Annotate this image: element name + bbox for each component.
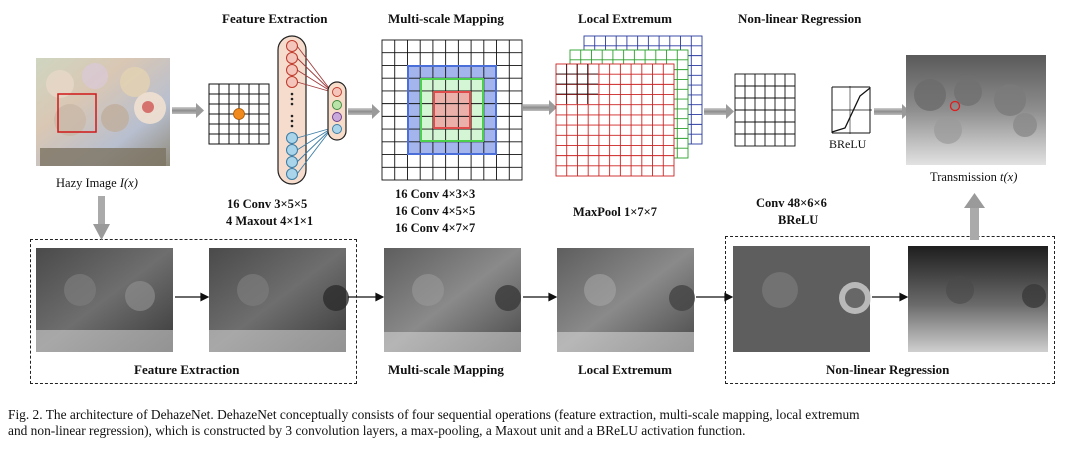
feature-map-5 xyxy=(733,246,871,352)
stage-title-nonlinear-regression: Non-linear Regression xyxy=(738,11,862,26)
bottom-flow-arrows xyxy=(175,292,909,302)
multiscale-mapping-grid xyxy=(381,39,523,181)
feature-map-1 xyxy=(36,248,173,352)
transmission-output-image xyxy=(906,55,1046,165)
arrow-brelu-to-transmission xyxy=(874,104,910,119)
nonlinear-regression-dashed-box xyxy=(725,236,1055,384)
caption-line-1: Fig. 2. The architecture of DehazeNet. D… xyxy=(8,407,860,422)
nonlinear-regression-grid xyxy=(734,73,796,147)
input-label-var: I(x) xyxy=(119,176,138,190)
param-feature-extraction-2: 4 Maxout 4×1×1 xyxy=(226,214,314,228)
bottom-label-multiscale-mapping: Multi-scale Mapping xyxy=(388,362,504,377)
convolution-center-dot xyxy=(233,108,245,120)
input-label: Hazy Image I(x) xyxy=(56,176,138,191)
stage-title-feature-extraction: Feature Extraction xyxy=(222,11,328,26)
conv-neuron-column xyxy=(277,35,307,185)
brelu-label: BReLU xyxy=(829,137,867,151)
arrow-local-to-nonlinear xyxy=(704,104,734,119)
bottom-label-local-extremum: Local Extremum xyxy=(578,362,672,377)
hazy-input-image xyxy=(36,58,170,166)
input-label-text: Hazy Image xyxy=(56,176,120,190)
arrow-input-to-feature xyxy=(172,103,204,118)
maxout-units xyxy=(327,81,347,141)
param-local-extremum: MaxPool 1×7×7 xyxy=(573,205,658,219)
param-nonlinear-2: BReLU xyxy=(778,213,819,227)
param-multiscale-2: 16 Conv 4×5×5 xyxy=(395,204,476,218)
stage-title-local-extremum: Local Extremum xyxy=(578,11,672,26)
feature-map-3 xyxy=(384,248,521,352)
bottom-label-nonlinear-regression: Non-linear Regression xyxy=(826,362,950,377)
arrow-multiscale-to-local xyxy=(523,100,557,115)
stage-title-multiscale-mapping: Multi-scale Mapping xyxy=(388,11,504,26)
output-label-text: Transmission xyxy=(930,170,1001,184)
param-multiscale-1: 16 Conv 4×3×3 xyxy=(395,187,476,201)
output-label-var: t(x) xyxy=(1000,170,1018,184)
arrow-feature-to-multiscale xyxy=(348,104,380,119)
param-multiscale-3: 16 Conv 4×7×7 xyxy=(395,221,476,235)
caption-line-2: and non-linear regression), which is con… xyxy=(8,423,746,438)
feature-input-grid xyxy=(208,83,270,145)
param-feature-extraction-1: 16 Conv 3×5×5 xyxy=(227,197,308,211)
bottom-label-feature-extraction: Feature Extraction xyxy=(134,362,240,377)
brelu-function-plot xyxy=(831,86,872,134)
output-label: Transmission t(x) xyxy=(930,170,1017,185)
feature-map-6 xyxy=(908,246,1048,352)
feature-map-2 xyxy=(209,248,349,352)
maxout-connections xyxy=(296,45,333,175)
feature-extraction-dashed-box xyxy=(30,239,357,384)
local-extremum-stack xyxy=(555,35,703,177)
arrow-input-down xyxy=(93,196,110,240)
figure-caption: Fig. 2. The architecture of DehazeNet. D… xyxy=(8,407,1074,439)
param-nonlinear-1: Conv 48×6×6 xyxy=(756,196,827,210)
feature-map-4 xyxy=(557,248,695,352)
arrow-output-up xyxy=(964,193,985,240)
